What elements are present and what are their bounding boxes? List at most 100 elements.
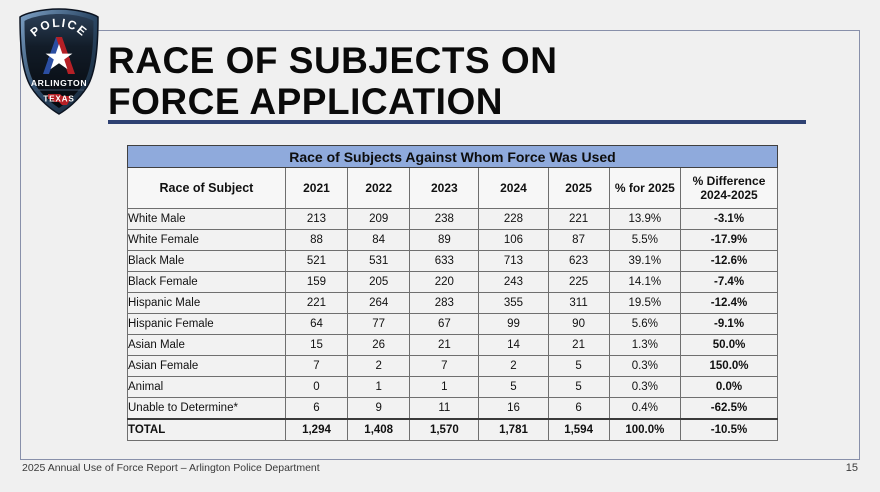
cell-diff: -12.4% — [680, 292, 778, 314]
cell-pct: 14.1% — [608, 271, 682, 293]
force-by-race-table: Race of Subjects Against Whom Force Was … — [127, 145, 778, 441]
cell-y2021: 213 — [284, 208, 349, 230]
cell-pct: 100.0% — [608, 418, 682, 441]
cell-race: Black Female — [127, 271, 286, 293]
cell-y2025: 225 — [547, 271, 610, 293]
column-header-2022: 2022 — [347, 167, 411, 209]
cell-y2021: 64 — [284, 313, 349, 335]
title-underline-rule — [108, 120, 806, 124]
cell-pct: 39.1% — [608, 250, 682, 272]
cell-diff: -17.9% — [680, 229, 778, 251]
cell-race: Unable to Determine* — [127, 397, 286, 420]
cell-y2023: 11 — [409, 397, 480, 420]
cell-race: Hispanic Female — [127, 313, 286, 335]
page-title-line-1: RACE OF SUBJECTS ON — [108, 40, 558, 81]
cell-y2022: 77 — [347, 313, 411, 335]
cell-diff: 50.0% — [680, 334, 778, 356]
cell-y2023: 1 — [409, 376, 480, 398]
cell-y2025: 5 — [547, 376, 610, 398]
cell-y2022: 209 — [347, 208, 411, 230]
cell-y2022: 84 — [347, 229, 411, 251]
cell-y2024: 14 — [478, 334, 549, 356]
table-row: Hispanic Male 221 264 283 355 311 19.5% -12.4% — [127, 292, 778, 314]
cell-y2025: 87 — [547, 229, 610, 251]
cell-y2022: 1,408 — [347, 418, 411, 441]
cell-y2024: 106 — [478, 229, 549, 251]
cell-y2022: 2 — [347, 355, 411, 377]
column-header-2023: 2023 — [409, 167, 480, 209]
cell-y2021: 221 — [284, 292, 349, 314]
cell-diff: -10.5% — [680, 418, 778, 441]
table-row: Black Female 159 205 220 243 225 14.1% -7.4% — [127, 271, 778, 293]
cell-y2021: 6 — [284, 397, 349, 420]
cell-y2023: 89 — [409, 229, 480, 251]
cell-y2024: 243 — [478, 271, 549, 293]
cell-y2021: 7 — [284, 355, 349, 377]
cell-diff: -3.1% — [680, 208, 778, 230]
cell-y2022: 1 — [347, 376, 411, 398]
cell-y2025: 623 — [547, 250, 610, 272]
table-row: Animal 0 1 1 5 5 0.3% 0.0% — [127, 376, 778, 398]
cell-pct: 5.5% — [608, 229, 682, 251]
cell-y2025: 6 — [547, 397, 610, 420]
table-row: Hispanic Female 64 77 67 99 90 5.6% -9.1% — [127, 313, 778, 335]
cell-y2025: 311 — [547, 292, 610, 314]
cell-y2021: 15 — [284, 334, 349, 356]
cell-y2023: 238 — [409, 208, 480, 230]
table-row: Asian Male 15 26 21 14 21 1.3% 50.0% — [127, 334, 778, 356]
table-body: White Male 213 209 238 228 221 13.9% -3.1% White… — [127, 208, 778, 441]
cell-y2022: 9 — [347, 397, 411, 420]
table-banner-row: Race of Subjects Against Whom Force Was … — [127, 145, 778, 168]
cell-y2022: 264 — [347, 292, 411, 314]
footer-report-label: 2025 Annual Use of Force Report – Arling… — [22, 462, 320, 474]
cell-race: Asian Male — [127, 334, 286, 356]
cell-y2023: 67 — [409, 313, 480, 335]
cell-y2021: 88 — [284, 229, 349, 251]
cell-y2022: 531 — [347, 250, 411, 272]
cell-y2022: 26 — [347, 334, 411, 356]
cell-y2022: 205 — [347, 271, 411, 293]
cell-pct: 0.3% — [608, 355, 682, 377]
table-header-row: Race of Subject 2021 2022 2023 2024 2025… — [127, 167, 778, 209]
cell-pct: 13.9% — [608, 208, 682, 230]
pct-difference-line-1: % Difference — [692, 174, 766, 188]
cell-race: Black Male — [127, 250, 286, 272]
column-header-2025: 2025 — [547, 167, 610, 209]
badge-texas-shape — [48, 94, 70, 105]
table-row: White Female 88 84 89 106 87 5.5% -17.9% — [127, 229, 778, 251]
cell-y2024: 16 — [478, 397, 549, 420]
table-banner: Race of Subjects Against Whom Force Was … — [127, 145, 778, 168]
table-row: Black Male 521 531 633 713 623 39.1% -12.6% — [127, 250, 778, 272]
cell-y2023: 1,570 — [409, 418, 480, 441]
cell-y2025: 5 — [547, 355, 610, 377]
column-header-2024: 2024 — [478, 167, 549, 209]
page-title-line-2: FORCE APPLICATION — [108, 81, 503, 122]
cell-y2021: 1,294 — [284, 418, 349, 441]
cell-y2025: 21 — [547, 334, 610, 356]
column-header-pct-2025: % for 2025 — [608, 167, 682, 209]
cell-pct: 5.6% — [608, 313, 682, 335]
cell-y2023: 7 — [409, 355, 480, 377]
cell-pct: 19.5% — [608, 292, 682, 314]
cell-y2024: 355 — [478, 292, 549, 314]
cell-race: Asian Female — [127, 355, 286, 377]
cell-y2021: 521 — [284, 250, 349, 272]
cell-race: White Male — [127, 208, 286, 230]
cell-race: TOTAL — [127, 418, 286, 441]
cell-pct: 0.3% — [608, 376, 682, 398]
footer-page-number: 15 — [845, 462, 858, 474]
cell-pct: 1.3% — [608, 334, 682, 356]
badge-state-text: TEXAS — [43, 95, 74, 104]
cell-y2023: 283 — [409, 292, 480, 314]
cell-y2024: 713 — [478, 250, 549, 272]
cell-y2021: 159 — [284, 271, 349, 293]
badge-city-text: ARLINGTON — [31, 78, 87, 88]
cell-diff: 0.0% — [680, 376, 778, 398]
cell-race: Hispanic Male — [127, 292, 286, 314]
cell-y2024: 1,781 — [478, 418, 549, 441]
cell-diff: -7.4% — [680, 271, 778, 293]
cell-diff: -9.1% — [680, 313, 778, 335]
cell-y2024: 5 — [478, 376, 549, 398]
cell-y2025: 221 — [547, 208, 610, 230]
table-row: White Male 213 209 238 228 221 13.9% -3.1% — [127, 208, 778, 230]
